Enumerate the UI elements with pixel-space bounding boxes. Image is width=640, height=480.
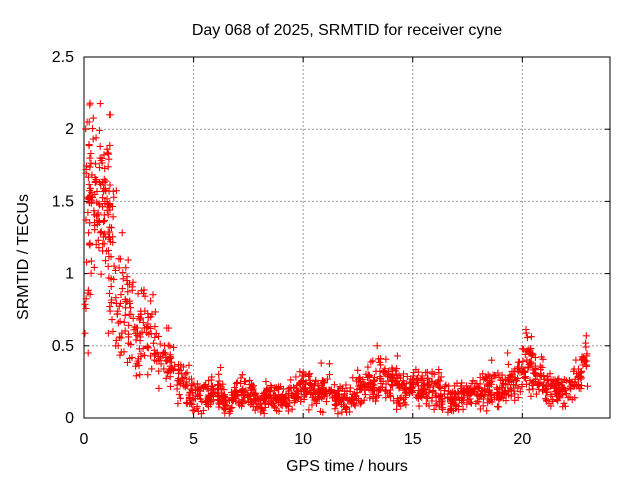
plot-border [83, 56, 611, 419]
y-tick-label: 1 [65, 266, 74, 283]
x-tick-label: 15 [404, 431, 422, 448]
x-tick-label: 0 [80, 431, 89, 448]
y-tick-label: 1.5 [52, 193, 74, 210]
y-tick-label: 2.5 [52, 49, 74, 66]
y-tick-label: 0 [65, 410, 74, 427]
y-axis-label: SRMTID / TECUs [15, 194, 32, 320]
scatter-points-path [81, 99, 591, 418]
data-points-layer [81, 99, 591, 418]
y-tick-label: 2 [65, 121, 74, 138]
y-tick-label: 0.5 [52, 338, 74, 355]
x-axis-label: GPS time / hours [286, 458, 408, 475]
x-tick-label: 20 [513, 431, 531, 448]
tick-marks-layer [83, 56, 610, 419]
tick-labels-layer: 0 5 10 15 20 0 0.5 1 1.5 2 2.5 [52, 49, 532, 448]
x-tick-label: 5 [189, 431, 198, 448]
grid-layer [84, 57, 610, 418]
x-tick-label: 10 [294, 431, 312, 448]
chart-title: Day 068 of 2025, SRMTID for receiver cyn… [192, 22, 502, 39]
